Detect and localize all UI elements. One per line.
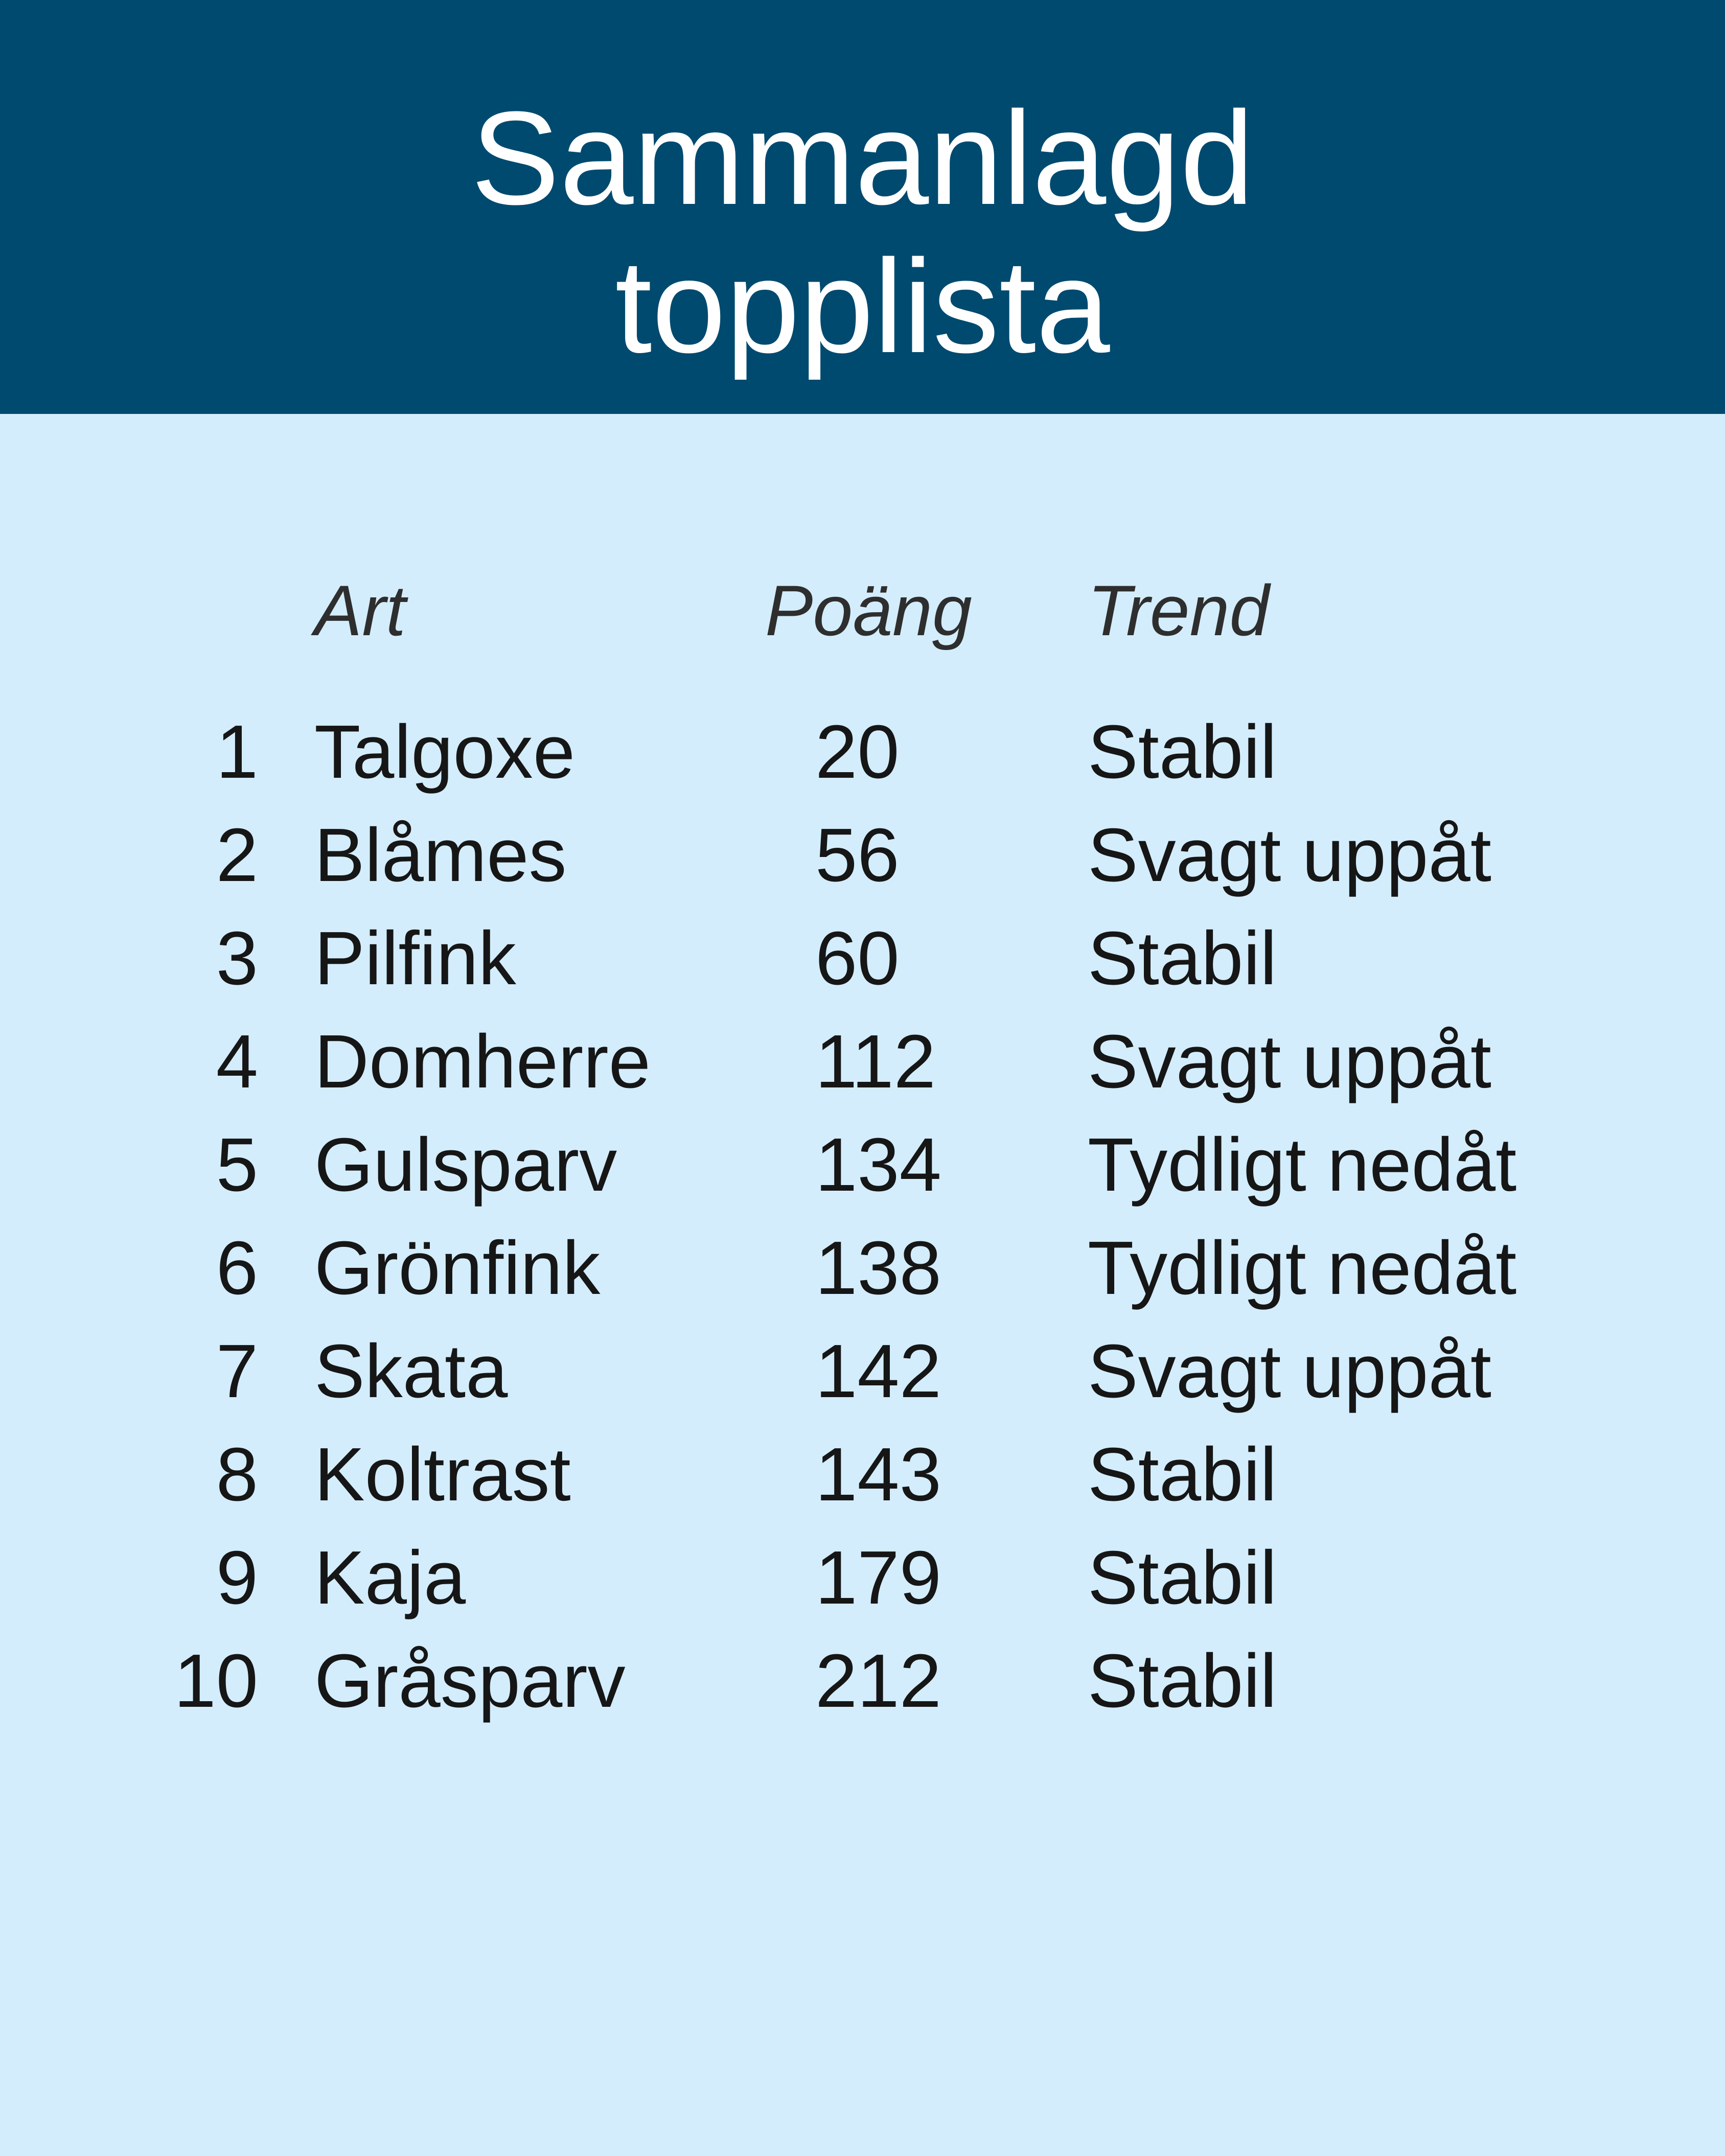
table-row: 5 Gulsparv 134 Tydligt nedåt	[0, 1120, 1725, 1223]
species-cell: Pilfink	[314, 916, 516, 1001]
table-row: 8 Koltrast 143 Stabil	[0, 1429, 1725, 1533]
rank-cell: 5	[216, 1123, 258, 1207]
table-row: 2 Blåmes 56 Svagt uppåt	[0, 810, 1725, 913]
points-cell: 142	[815, 1329, 941, 1413]
points-cell: 179	[815, 1536, 941, 1620]
page-title-line2: topplista	[615, 233, 1110, 381]
column-header-trend: Trend	[1088, 570, 1270, 651]
rank-cell: 1	[216, 710, 258, 794]
trend-cell: Stabil	[1088, 1639, 1277, 1723]
rank-cell: 9	[216, 1536, 258, 1620]
page-title: Sammanlagd topplista	[0, 0, 1725, 381]
rank-cell: 4	[216, 1019, 258, 1104]
species-cell: Gulsparv	[314, 1123, 617, 1207]
column-header-row: Art Poäng Trend	[0, 568, 1725, 675]
species-cell: Skata	[314, 1329, 508, 1413]
trend-cell: Tydligt nedåt	[1088, 1226, 1517, 1310]
trend-cell: Svagt uppåt	[1088, 1329, 1491, 1413]
rank-cell: 6	[216, 1226, 258, 1310]
rank-cell: 7	[216, 1329, 258, 1413]
species-cell: Koltrast	[314, 1432, 571, 1517]
trend-cell: Svagt uppåt	[1088, 813, 1491, 897]
points-cell: 134	[815, 1123, 941, 1207]
column-header-poang: Poäng	[765, 570, 972, 651]
table-row: 3 Pilfink 60 Stabil	[0, 913, 1725, 1016]
species-cell: Gråsparv	[314, 1639, 626, 1723]
page-title-line1: Sammanlagd	[471, 84, 1254, 233]
trend-cell: Stabil	[1088, 1432, 1277, 1517]
table-row: 1 Talgoxe 20 Stabil	[0, 707, 1725, 810]
rank-cell: 2	[216, 813, 258, 897]
table-row: 6 Grönfink 138 Tydligt nedåt	[0, 1223, 1725, 1326]
rank-cell: 3	[216, 916, 258, 1001]
points-cell: 138	[815, 1226, 941, 1310]
trend-cell: Tydligt nedåt	[1088, 1123, 1517, 1207]
rank-cell: 8	[216, 1432, 258, 1517]
species-cell: Talgoxe	[314, 710, 576, 794]
trend-cell: Stabil	[1088, 1536, 1277, 1620]
species-cell: Grönfink	[314, 1226, 601, 1310]
species-cell: Blåmes	[314, 813, 567, 897]
points-cell: 20	[815, 710, 900, 794]
rank-cell: 10	[174, 1639, 258, 1723]
table-row: 10 Gråsparv 212 Stabil	[0, 1636, 1725, 1739]
trend-cell: Svagt uppåt	[1088, 1019, 1491, 1104]
points-cell: 112	[815, 1019, 936, 1104]
points-cell: 212	[815, 1639, 941, 1723]
header-banner: Sammanlagd topplista	[0, 0, 1725, 414]
trend-cell: Stabil	[1088, 710, 1277, 794]
table-row: 7 Skata 142 Svagt uppåt	[0, 1326, 1725, 1429]
species-cell: Kaja	[314, 1536, 466, 1620]
species-cell: Domherre	[314, 1019, 651, 1104]
points-cell: 143	[815, 1432, 941, 1517]
points-cell: 56	[815, 813, 900, 897]
table-row: 4 Domherre 112 Svagt uppåt	[0, 1016, 1725, 1120]
table-row: 9 Kaja 179 Stabil	[0, 1533, 1725, 1636]
column-header-art: Art	[314, 570, 406, 651]
trend-cell: Stabil	[1088, 916, 1277, 1001]
points-cell: 60	[815, 916, 900, 1001]
